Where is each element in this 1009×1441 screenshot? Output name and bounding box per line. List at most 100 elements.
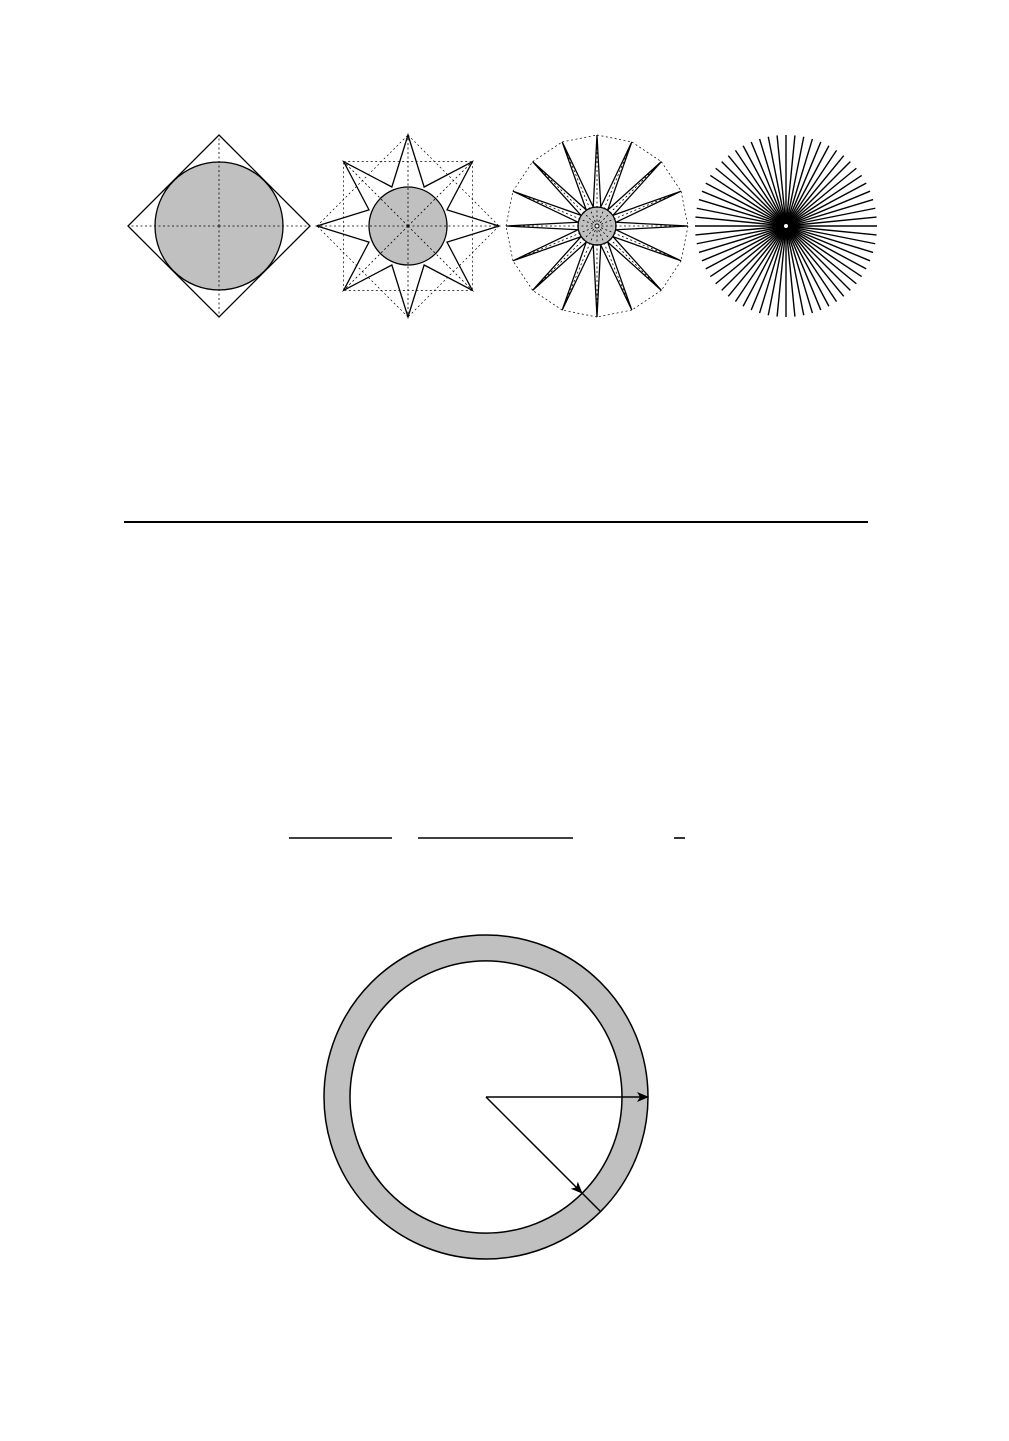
star-16-dotted-spoke	[596, 161, 662, 227]
star-64-spoke	[742, 225, 787, 307]
star-16-dotted-chord	[532, 290, 563, 311]
star-64-spoke	[776, 225, 787, 317]
star-64-spoke	[734, 149, 787, 227]
star-64-spoke	[785, 207, 876, 227]
star-64-spoke	[750, 225, 787, 311]
star-64-spoke	[758, 225, 787, 314]
star-16-dotted-chord	[631, 290, 662, 311]
star-64-center-dot	[783, 223, 789, 229]
star-64-spoke	[785, 145, 830, 227]
star-64-spoke	[785, 225, 838, 303]
star-64-spoke	[695, 216, 787, 227]
star-16-dotted-spoke	[596, 141, 633, 227]
star-64-spoke	[785, 225, 830, 307]
star-16-dotted-chord	[562, 309, 598, 318]
star-16-dotted-chord	[596, 134, 632, 143]
star-64-spoke	[785, 135, 796, 227]
star-16-dotted-chord	[661, 260, 682, 291]
star-16-dotted-chord	[631, 141, 662, 162]
star-8-dotted-spoke	[407, 225, 473, 291]
star-64-spoke	[709, 225, 787, 278]
star-8-dotted-spoke	[343, 161, 409, 227]
star-16-dotted-chord	[661, 161, 682, 192]
radial-tick	[581, 1192, 601, 1212]
star-64-spoke	[734, 225, 787, 303]
star-16-dotted-spoke	[596, 225, 662, 291]
star-16-dotted-chord	[680, 225, 689, 261]
star-16-dotted-chord	[505, 191, 514, 227]
star-8-dotted-chord	[407, 134, 500, 227]
star-16-dotted-chord	[512, 260, 533, 291]
star-64-spoke	[785, 225, 871, 262]
star-64-spoke	[727, 225, 787, 297]
star-64-spoke	[750, 141, 787, 227]
star-64-spoke	[785, 225, 822, 311]
star-64-spoke	[785, 190, 871, 227]
star-64-spoke	[785, 136, 805, 227]
star-8-dotted-chord	[316, 225, 409, 318]
star-16-dotted-chord	[532, 141, 563, 162]
star-polygon-row	[127, 132, 877, 320]
star-8-figure	[314, 132, 502, 320]
star-16-dotted-spoke	[596, 225, 633, 311]
star-64-spoke	[785, 161, 851, 227]
star-16-center-dot	[594, 223, 600, 229]
star-16-dotted-chord	[596, 309, 632, 318]
star-16-dotted-chord	[680, 191, 689, 227]
star-16-dotted-chord	[512, 161, 533, 192]
inner-radius-arrow	[485, 1096, 583, 1194]
star-64-spoke	[727, 155, 787, 227]
star-16-dotted-spoke	[596, 225, 682, 262]
star-16-dotted-spoke	[532, 161, 598, 227]
star-64-spoke	[721, 161, 787, 227]
star-64-spoke	[785, 138, 814, 227]
star-64-spoke	[696, 225, 787, 245]
annulus-diagram	[323, 934, 649, 1260]
star-16-dotted-spoke	[532, 225, 598, 291]
star-64-spoke	[785, 155, 845, 227]
star-64-spoke	[709, 174, 787, 227]
star-64-spoke	[785, 225, 796, 317]
star-64-spoke	[785, 141, 822, 227]
star-64-spoke	[785, 225, 874, 254]
star-16-dotted-spoke	[561, 225, 598, 311]
star-64-spoke	[785, 225, 845, 297]
star-16-dotted-spoke	[512, 190, 598, 227]
star-16-dotted-chord	[562, 134, 598, 143]
star-64-spoke	[785, 225, 814, 314]
star-8-dotted-chord	[316, 134, 409, 227]
star-64-spoke	[785, 149, 838, 227]
star-64-spoke	[785, 225, 877, 236]
star-64-spoke	[715, 167, 787, 227]
star-64-spoke	[701, 190, 787, 227]
star-64-spoke	[785, 225, 857, 285]
star-4-figure	[127, 134, 311, 318]
star-64-spoke	[715, 225, 787, 285]
star-64-spoke	[696, 207, 787, 227]
star-64-spoke	[785, 225, 876, 245]
star-64-spoke	[705, 225, 787, 270]
star-64-spoke	[767, 225, 787, 316]
star-64-spoke	[695, 225, 787, 236]
star-64-spoke	[698, 198, 787, 227]
star-64-spoke	[785, 167, 857, 227]
star-64-spoke	[785, 225, 805, 316]
star-16-dotted-chord	[505, 225, 514, 261]
star-8-dotted-spoke	[407, 161, 473, 227]
star-8-dotted-chord	[407, 225, 500, 318]
star-64-spoke	[785, 225, 863, 278]
star-64-spoke	[767, 136, 787, 227]
star-64-spoke	[776, 135, 787, 227]
star-64-spoke	[721, 225, 787, 291]
star-64-spoke	[742, 145, 787, 227]
star-64-spoke	[785, 182, 867, 227]
star-64-spoke	[785, 198, 874, 227]
star-64-spoke	[698, 225, 787, 254]
star-64-spoke	[758, 138, 787, 227]
star-64-spoke	[785, 216, 877, 227]
star-16-dotted-spoke	[596, 190, 682, 227]
star-64-figure	[695, 135, 877, 317]
star-64-spoke	[785, 225, 867, 270]
star-64-spoke	[785, 225, 851, 291]
star-16-dotted-spoke	[561, 141, 598, 227]
